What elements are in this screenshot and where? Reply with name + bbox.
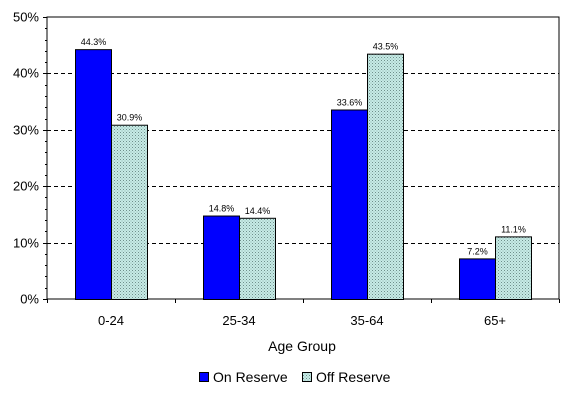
bar — [111, 124, 148, 300]
y-tick-label: 30% — [13, 123, 39, 138]
legend-label: Off Reserve — [316, 369, 391, 385]
bar — [331, 109, 368, 300]
x-tick-label: 35-64 — [350, 313, 383, 328]
plot-area: 0% 10% 20% 30% 40% 50% 44.3% 30.9% 0-24 14.8% 14.4… — [13, 10, 560, 328]
legend-swatch — [302, 372, 312, 382]
data-label: 43.5% — [373, 42, 399, 52]
legend-label: On Reserve — [213, 369, 288, 385]
y-tick-label: 10% — [13, 236, 39, 251]
y-tick-label: 0% — [20, 292, 39, 307]
bar — [203, 215, 240, 300]
bar — [459, 258, 496, 300]
x-tick-label: 25-34 — [222, 313, 255, 328]
x-tick-label: 0-24 — [98, 313, 124, 328]
bar — [239, 217, 276, 300]
y-tick-label: 40% — [13, 66, 39, 81]
data-label: 14.8% — [209, 204, 235, 214]
data-label: 14.4% — [245, 206, 271, 216]
bar — [75, 49, 112, 301]
data-label: 30.9% — [117, 113, 143, 123]
x-axis-title: Age Group — [268, 338, 336, 354]
y-tick-label: 50% — [13, 10, 39, 25]
x-tick-label: 65+ — [484, 313, 506, 328]
bar — [367, 53, 404, 300]
legend-swatch — [199, 372, 209, 382]
data-label: 7.2% — [467, 246, 488, 256]
bar — [495, 236, 532, 300]
data-label: 11.1% — [501, 224, 526, 234]
legend: On Reserve Off Reserve — [199, 369, 391, 385]
data-label: 33.6% — [337, 97, 363, 107]
data-label: 44.3% — [81, 37, 107, 47]
y-tick-label: 20% — [13, 179, 39, 194]
